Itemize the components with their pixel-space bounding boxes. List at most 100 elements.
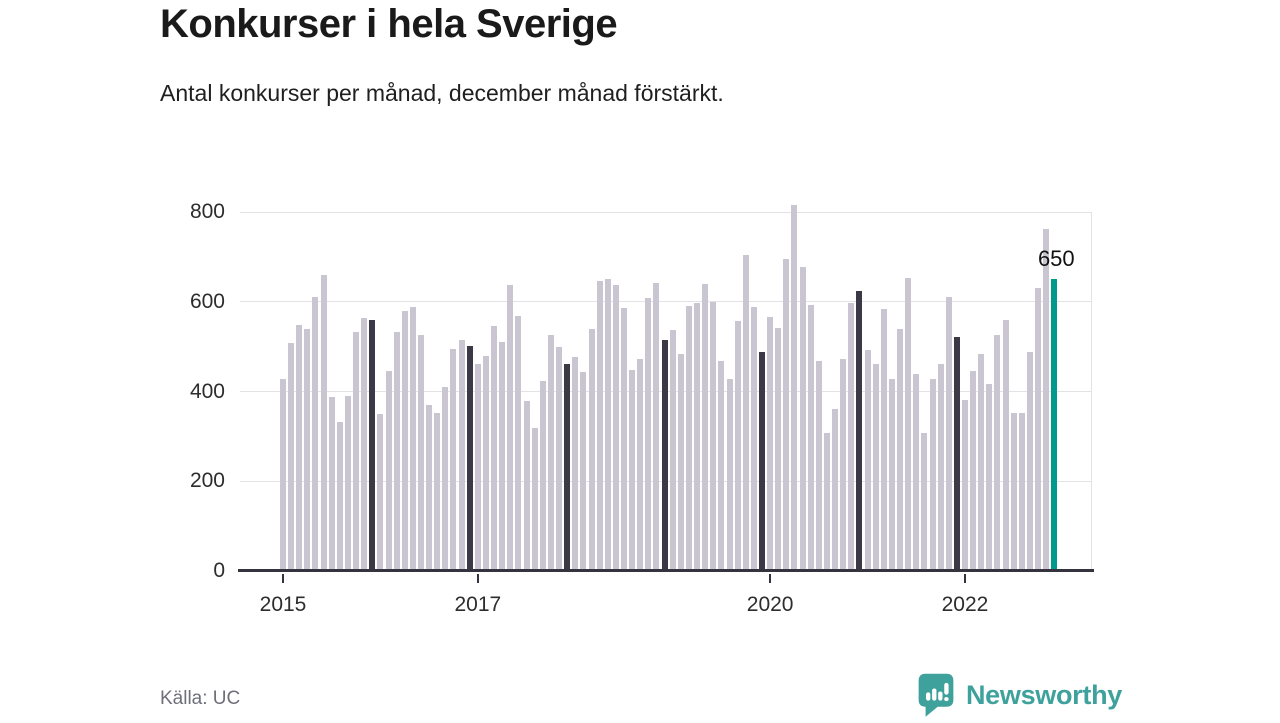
bar-2020-09 xyxy=(832,409,839,571)
bar-2015-09 xyxy=(344,396,351,571)
bar-2019-02 xyxy=(677,353,684,571)
bar-2022-08 xyxy=(1018,412,1025,571)
x-tick-2022 xyxy=(963,574,966,583)
bar-2016-11 xyxy=(458,339,465,571)
bar-2019-09 xyxy=(734,320,741,571)
bar-2016-07 xyxy=(426,405,433,571)
bar-2015-06 xyxy=(320,275,327,571)
bar-2020-05 xyxy=(799,266,806,571)
bar-2017-07 xyxy=(523,400,530,571)
bar-2018-09 xyxy=(637,359,644,571)
bar-2017-09 xyxy=(539,381,546,571)
bar-2018-02 xyxy=(580,372,587,571)
bar-2015-03 xyxy=(296,324,303,571)
bar-2018-07 xyxy=(620,308,627,571)
newsworthy-logo: Newsworthy xyxy=(915,672,1122,718)
bar-2018-08 xyxy=(629,369,636,571)
bar-2018-01 xyxy=(572,356,579,571)
bar-2020-01 xyxy=(767,317,774,571)
bar-2019-07 xyxy=(718,360,725,571)
bar-2016-09 xyxy=(442,387,449,571)
bar-2018-11 xyxy=(653,283,660,571)
y-axis-label-800: 800 xyxy=(189,200,225,223)
bar-2018-05 xyxy=(604,278,611,571)
bar-2020-03 xyxy=(783,258,790,571)
bar-2017-11 xyxy=(556,347,563,571)
bar-2018-03 xyxy=(588,328,595,571)
gridline-y-800 xyxy=(240,211,1092,213)
x-axis-label-2017: 2017 xyxy=(454,593,502,616)
bar-2017-04 xyxy=(499,341,506,571)
bar-2022-07 xyxy=(1010,412,1017,571)
y-axis-label-400: 400 xyxy=(189,379,225,403)
newsworthy-wordmark: Newsworthy xyxy=(965,679,1122,710)
bar-2022-11 xyxy=(1043,228,1050,571)
bar-2016-06 xyxy=(418,334,425,571)
bar-2020-10 xyxy=(840,358,847,571)
bar-2016-01 xyxy=(377,414,384,571)
gridline-y-600 xyxy=(240,301,1092,303)
bar-2016-05 xyxy=(409,306,416,571)
bar-2015-10 xyxy=(353,332,360,571)
bar-2021-05 xyxy=(897,329,904,571)
bar-2016-03 xyxy=(393,332,400,571)
bar-2021-09 xyxy=(929,378,936,571)
bar-2017-05 xyxy=(507,285,514,571)
bar-2022-02 xyxy=(970,370,977,571)
bar-2019-05 xyxy=(702,284,709,571)
bar-2021-06 xyxy=(905,278,912,571)
bar-2015-11 xyxy=(361,317,368,571)
bar-2022-10 xyxy=(1035,287,1042,571)
bar-2018-04 xyxy=(596,280,603,571)
bar-2015-02 xyxy=(288,342,295,571)
bar-2022-01 xyxy=(961,400,968,571)
x-tick-2020 xyxy=(769,574,772,583)
bar-2020-08 xyxy=(823,432,830,571)
bar-2019-08 xyxy=(726,379,733,571)
bar-2015-05 xyxy=(312,297,319,571)
bar-2021-08 xyxy=(921,432,928,571)
page-title: Konkurser i hela Sverige xyxy=(160,2,618,46)
bar-2016-12 xyxy=(466,345,473,571)
final-bar-value-label: 650 xyxy=(1037,246,1075,272)
x-axis-label-2020: 2020 xyxy=(746,593,794,616)
bar-2018-10 xyxy=(645,297,652,571)
newsworthy-bubble-chart-icon xyxy=(915,672,957,718)
bar-2022-05 xyxy=(994,334,1001,571)
bar-2019-12 xyxy=(759,351,766,571)
x-tick-2017 xyxy=(476,574,479,583)
bar-2016-08 xyxy=(434,413,441,571)
bar-2015-04 xyxy=(304,328,311,571)
bar-2019-06 xyxy=(710,301,717,571)
bar-2015-01 xyxy=(280,378,286,571)
bar-2022-06 xyxy=(1002,320,1009,571)
bar-2016-04 xyxy=(401,310,408,571)
bar-2022-04 xyxy=(986,384,993,571)
bar-2020-06 xyxy=(807,305,814,571)
bar-2016-10 xyxy=(450,349,457,571)
bar-2022-09 xyxy=(1026,352,1033,571)
bar-2017-03 xyxy=(491,326,498,571)
bar-2019-11 xyxy=(750,306,757,571)
bar-2021-12 xyxy=(953,336,960,571)
bar-2017-06 xyxy=(515,316,522,571)
bar-2017-12 xyxy=(564,363,571,571)
plot-right-border xyxy=(1091,212,1092,571)
bar-2020-12 xyxy=(856,290,863,571)
bar-2015-08 xyxy=(336,422,343,571)
bar-2020-02 xyxy=(775,327,782,571)
x-tick-2015 xyxy=(282,574,284,583)
bar-2022-12 xyxy=(1051,279,1058,571)
bar-2021-04 xyxy=(888,379,895,571)
bar-2019-03 xyxy=(685,305,692,571)
bar-2020-07 xyxy=(815,361,822,571)
bar-2016-02 xyxy=(385,370,392,571)
bar-2019-01 xyxy=(669,330,676,571)
bar-2021-02 xyxy=(872,364,879,571)
bar-2018-12 xyxy=(661,339,668,571)
plot-area: 0 200 400 600 800 2015 2017 2020 2022 650 xyxy=(190,190,1094,616)
bar-2021-01 xyxy=(864,350,871,571)
bar-2022-03 xyxy=(978,354,985,571)
chart-subtitle: Antal konkurser per månad, december måna… xyxy=(160,80,724,106)
x-axis-label-2022: 2022 xyxy=(941,593,989,616)
